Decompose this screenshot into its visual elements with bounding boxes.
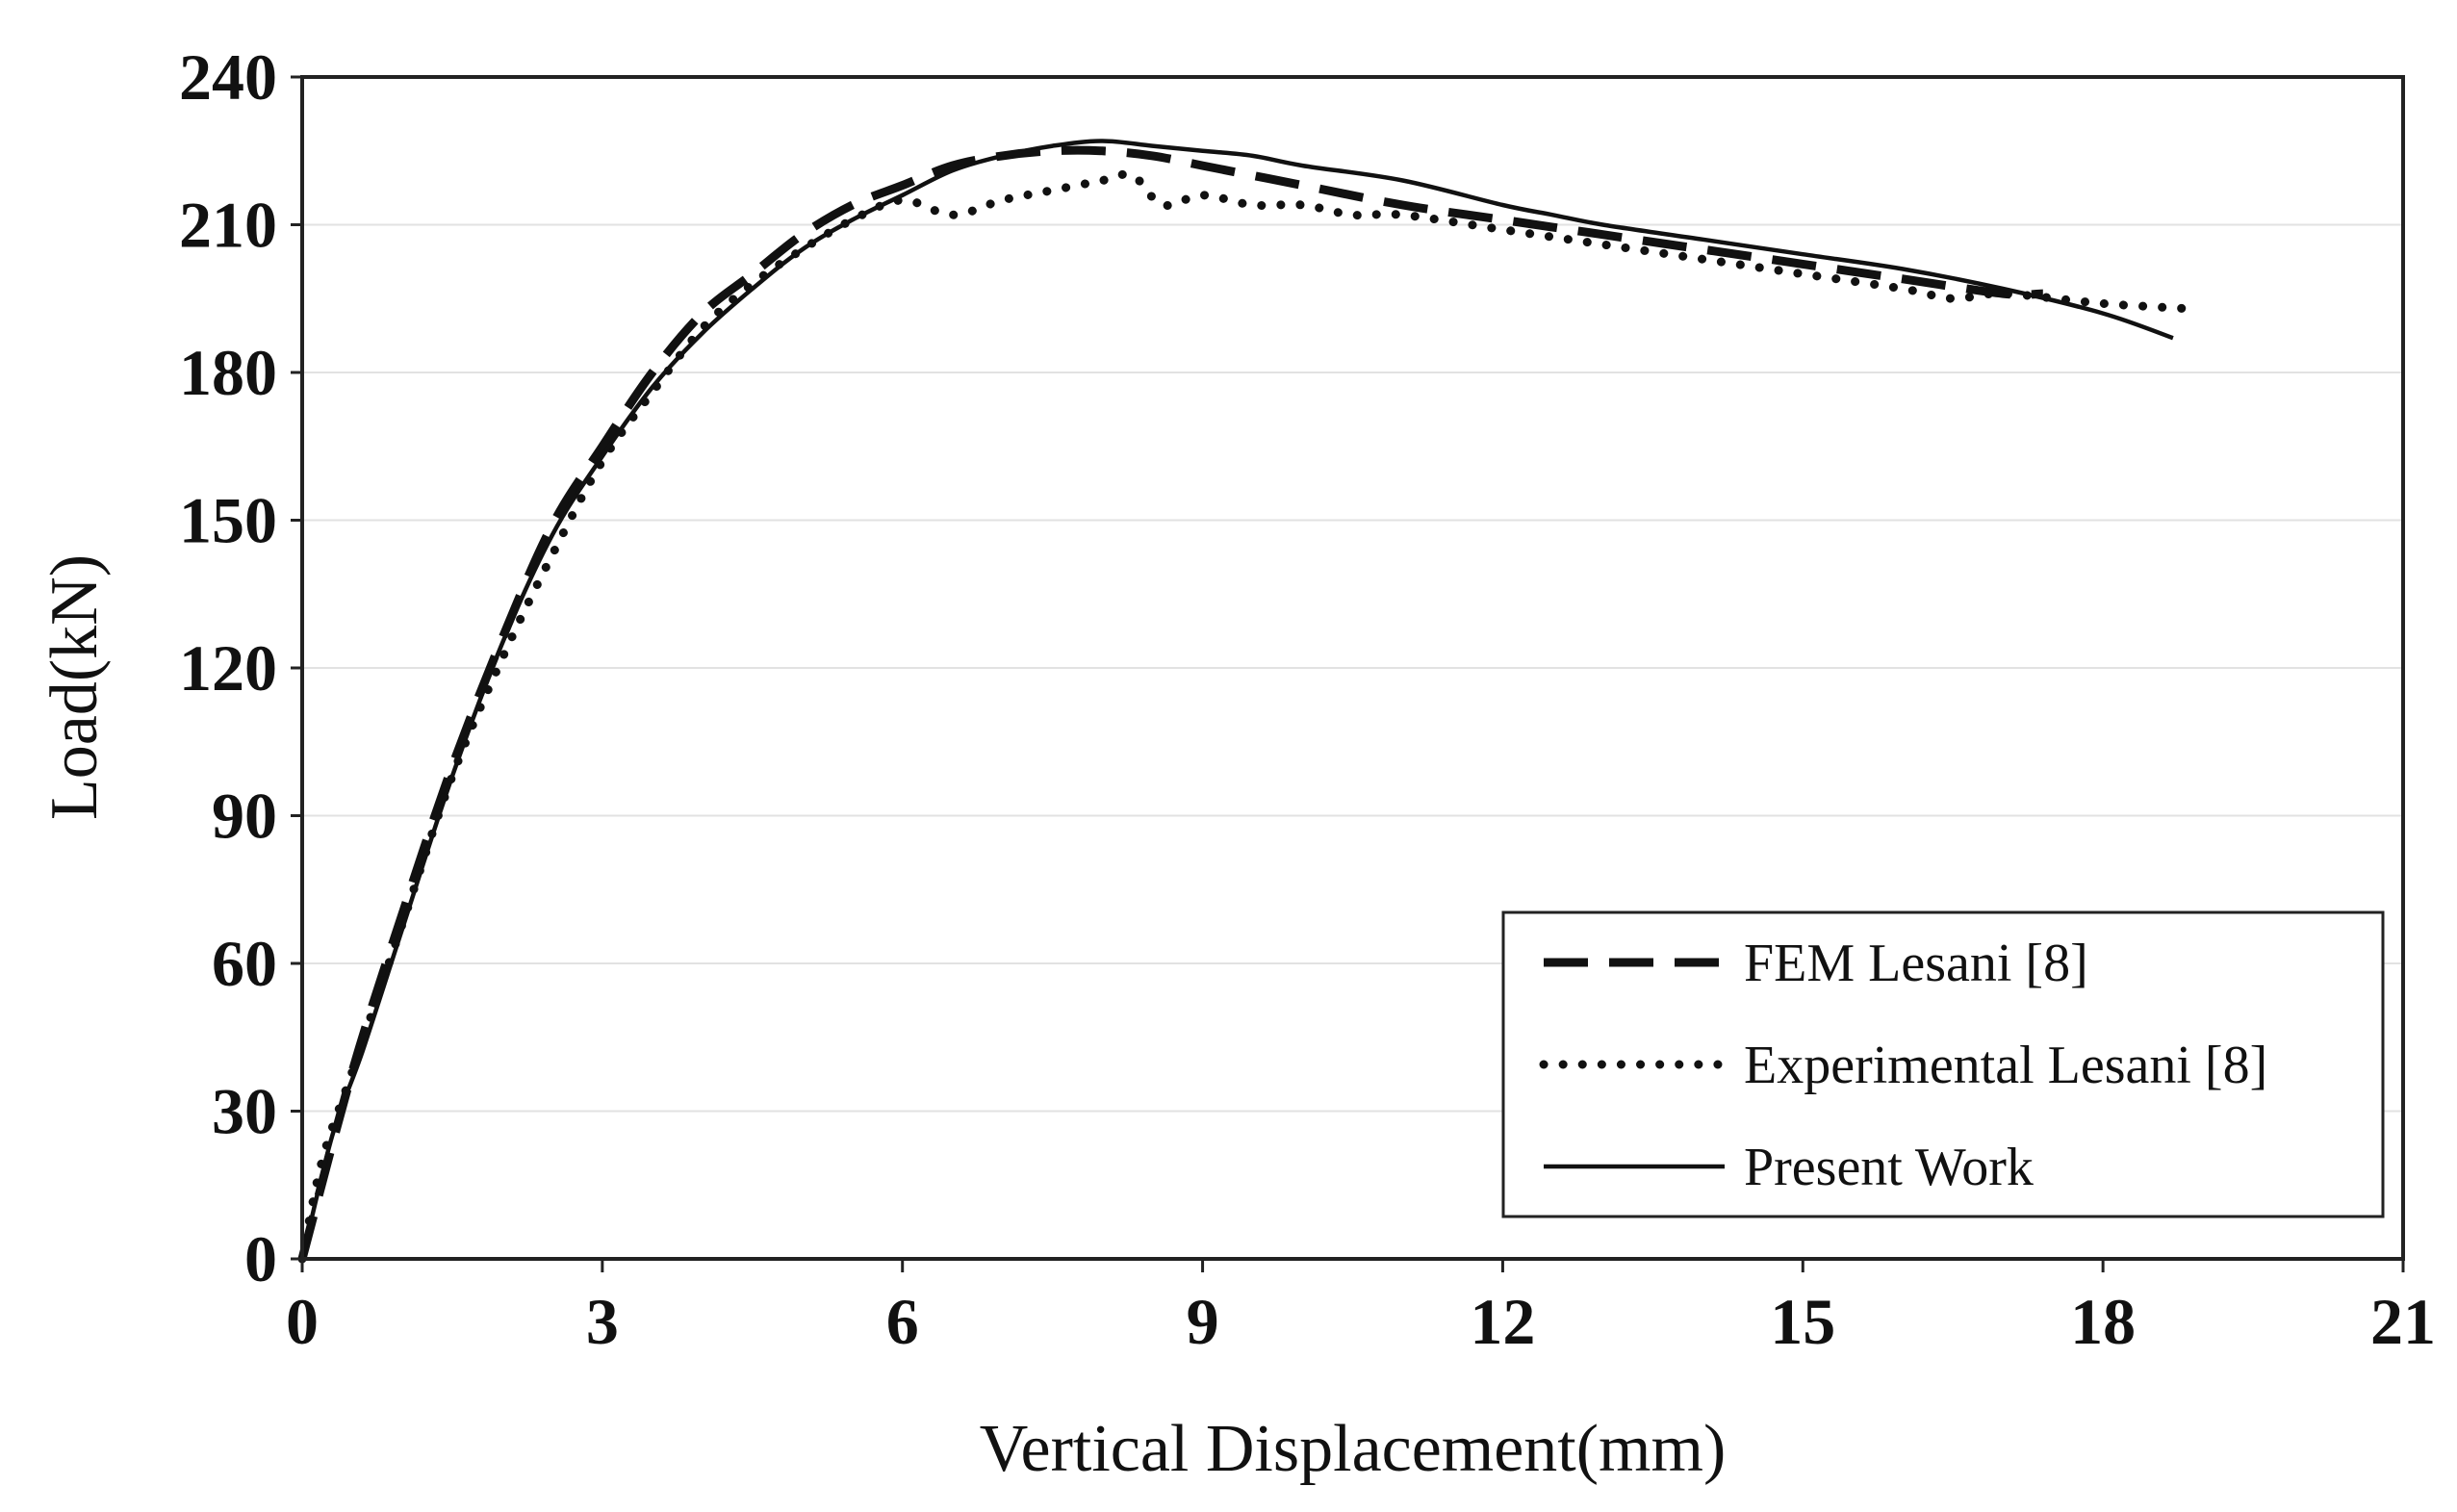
legend-label-fem: FEM Lesani [8]: [1744, 934, 2088, 993]
x-tick-label: 21: [2370, 1285, 2436, 1358]
y-tick-label: 90: [212, 780, 277, 853]
x-tick-label: 9: [1187, 1285, 1219, 1358]
gridlines: [302, 223, 2403, 1113]
x-tick-label: 6: [886, 1285, 919, 1358]
y-tick-label: 60: [212, 927, 277, 1000]
series-experimental-lesani: [297, 169, 2188, 1264]
series-present-work: [299, 139, 2174, 1260]
y-tick-label: 120: [179, 631, 277, 705]
legend-label-experimental: Experimental Lesani [8]: [1744, 1036, 2267, 1095]
x-tick-label: 3: [586, 1285, 619, 1358]
y-axis-title: Load(kN): [38, 554, 112, 820]
y-tick-label: 210: [179, 189, 277, 262]
legend-label-present-work: Present Work: [1744, 1138, 2034, 1197]
x-tick-label: 12: [1470, 1285, 1535, 1358]
legend: FEM Lesani [8] Experimental Lesani [8] P…: [1501, 910, 2385, 1218]
y-tick-label: 180: [179, 336, 277, 409]
y-axis-ticks: 0 30 60 90 120 150 180 210 240: [179, 40, 302, 1295]
x-axis-title: Vertical Displacement(mm): [980, 1412, 1727, 1486]
y-tick-label: 30: [212, 1075, 277, 1148]
y-tick-label: 240: [179, 40, 277, 114]
series-fem-lesani: [297, 145, 2043, 1261]
y-tick-label: 0: [244, 1222, 277, 1295]
x-tick-label: 15: [1770, 1285, 1835, 1358]
x-tick-label: 18: [2070, 1285, 2136, 1358]
y-tick-label: 150: [179, 484, 277, 557]
x-tick-label: 0: [286, 1285, 319, 1358]
x-axis-ticks: 0 3 6 9 12 15 18 21: [286, 1259, 2436, 1358]
series-layer: [297, 139, 2188, 1264]
